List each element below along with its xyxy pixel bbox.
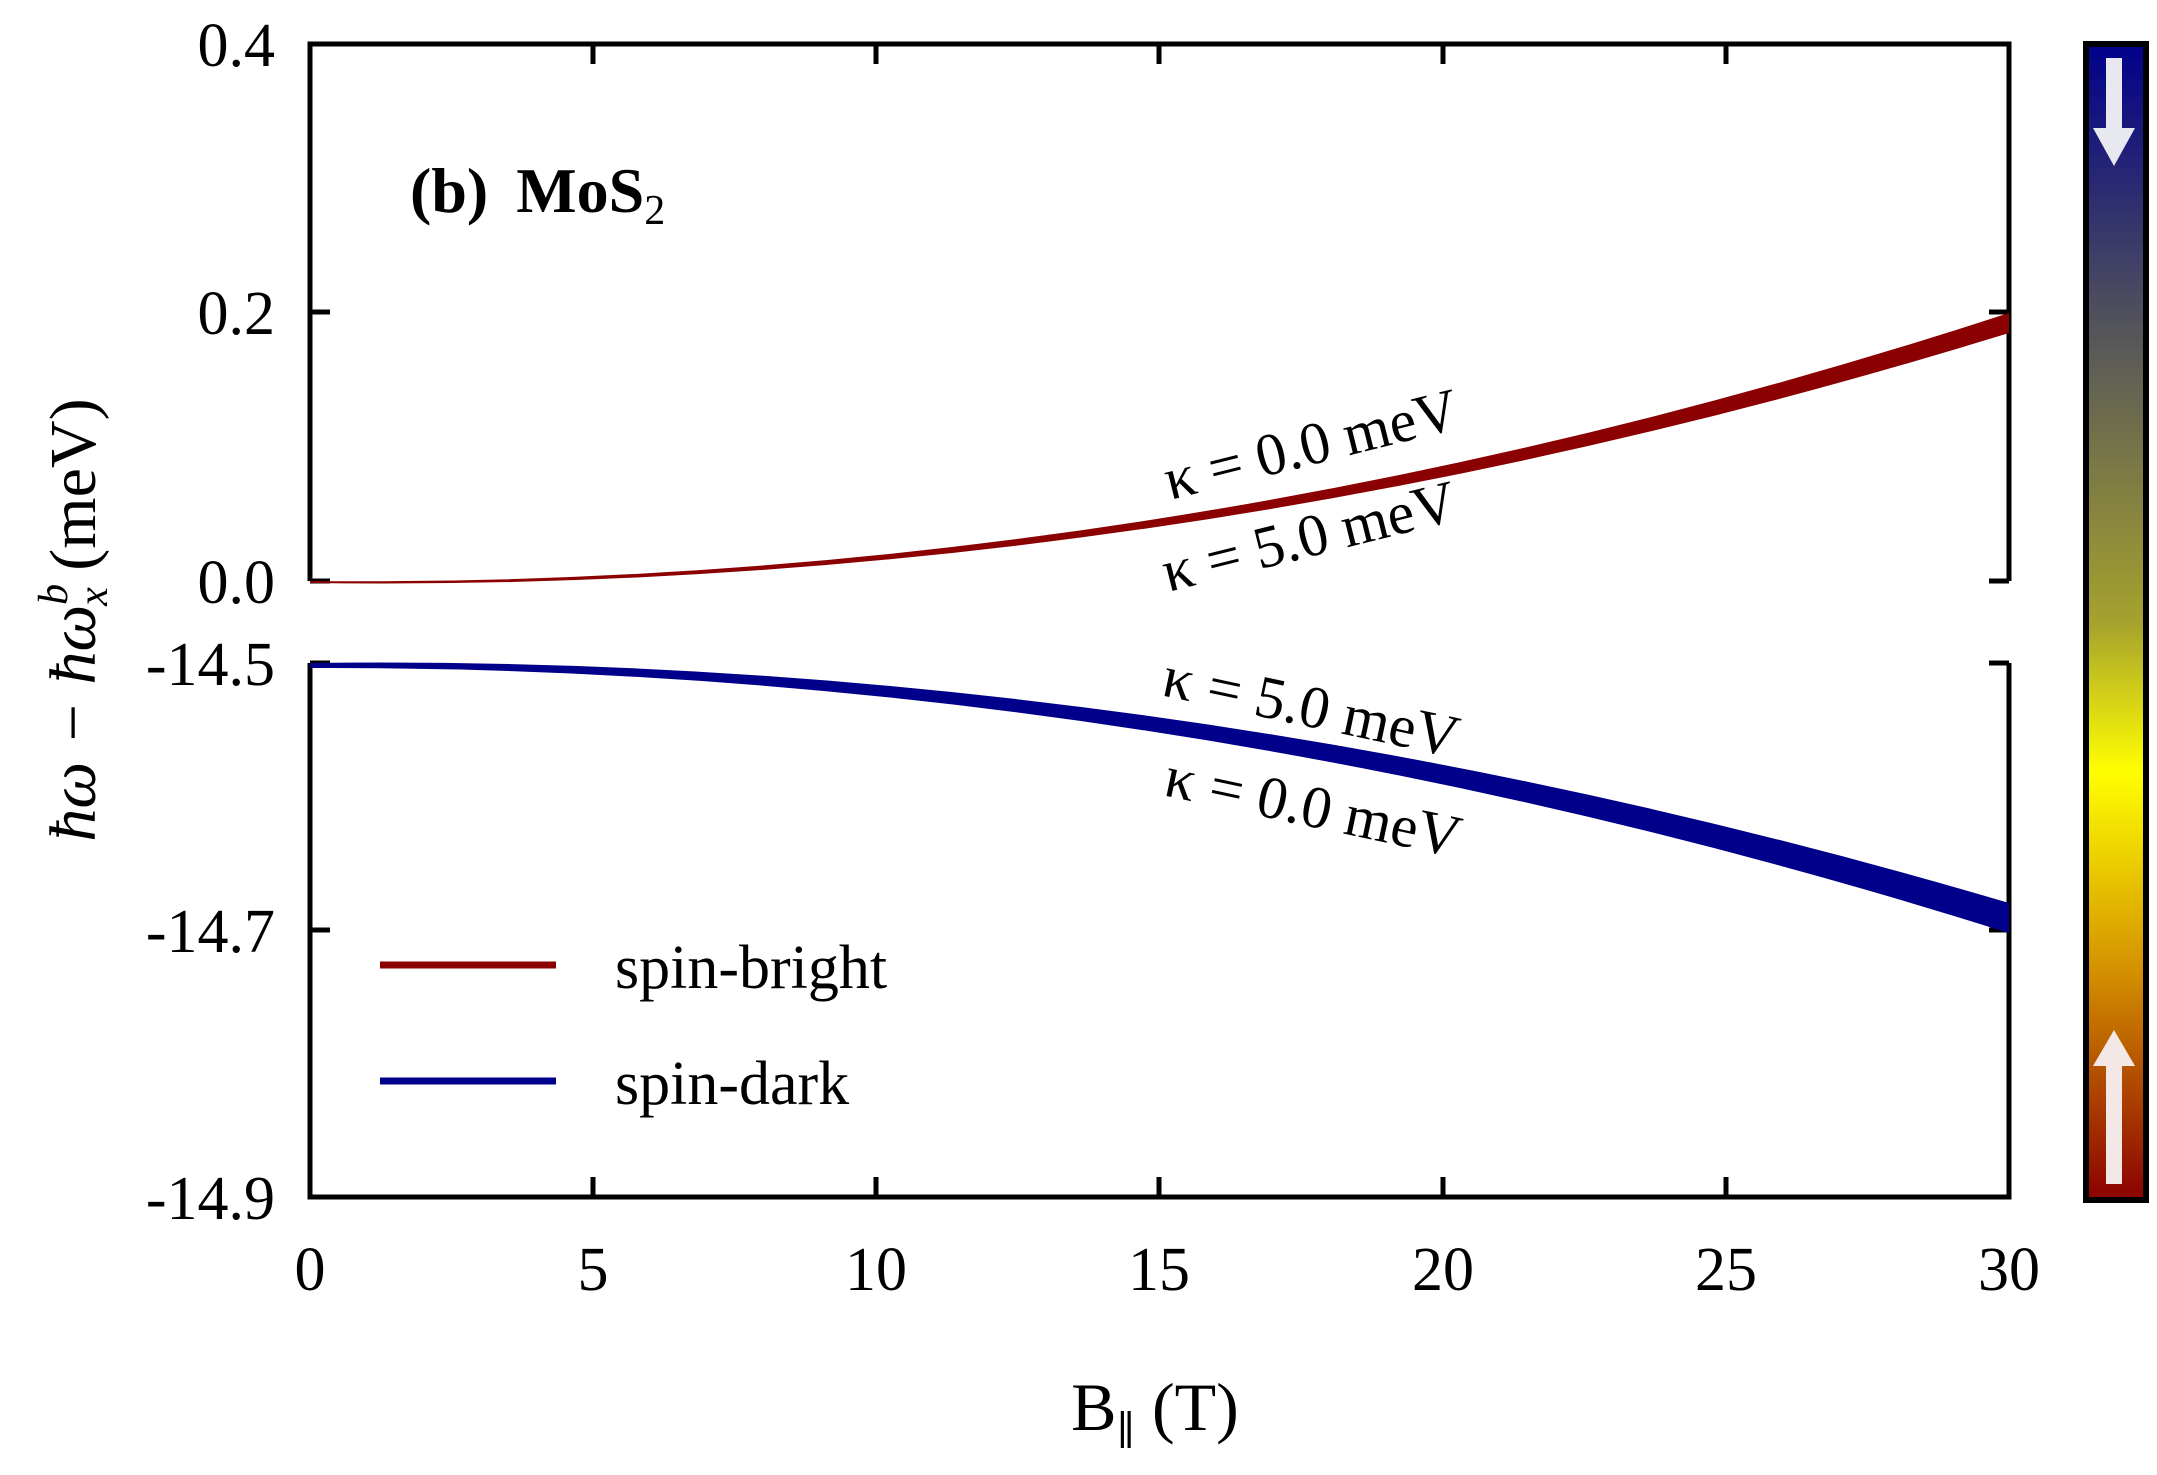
panel-title: (b) MoS2 bbox=[410, 155, 665, 234]
arrow-down-icon bbox=[2093, 58, 2135, 166]
arrow-up-icon bbox=[2093, 1030, 2135, 1184]
svg-text:0.0: 0.0 bbox=[198, 549, 276, 617]
svg-text:20: 20 bbox=[1412, 1236, 1474, 1304]
x-axis-label: B∥ (T) bbox=[1071, 1369, 1239, 1453]
legend-label-bright: spin-bright bbox=[615, 934, 887, 1002]
svg-text:15: 15 bbox=[1128, 1236, 1190, 1304]
legend-label-dark: spin-dark bbox=[615, 1050, 849, 1118]
y-axis-label: ħω − ħωbx (meV) bbox=[31, 398, 117, 841]
legend: spin-bright spin-dark bbox=[380, 934, 887, 1118]
svg-text:10: 10 bbox=[845, 1236, 907, 1304]
x-tick-labels: 0 5 10 15 20 25 30 bbox=[295, 1236, 2041, 1304]
kappa-annotations: κ = 0.0 meV κ = 5.0 meV κ = 5.0 meV κ = … bbox=[1155, 376, 1467, 870]
upper-panel bbox=[307, 41, 2012, 584]
y-tick-labels: 0.4 0.2 0.0 -14.5 -14.7 -14.9 bbox=[146, 12, 275, 1233]
svg-text:0.4: 0.4 bbox=[198, 12, 276, 80]
svg-text:0.2: 0.2 bbox=[198, 280, 276, 348]
svg-text:-14.7: -14.7 bbox=[146, 898, 275, 966]
svg-text:25: 25 bbox=[1695, 1236, 1757, 1304]
colorbar bbox=[2083, 41, 2149, 1203]
svg-text:-14.9: -14.9 bbox=[146, 1165, 275, 1233]
svg-text:5: 5 bbox=[578, 1236, 609, 1304]
svg-text:0: 0 bbox=[295, 1236, 326, 1304]
svg-text:-14.5: -14.5 bbox=[146, 631, 275, 699]
lower-panel bbox=[307, 660, 2012, 1200]
svg-text:30: 30 bbox=[1978, 1236, 2040, 1304]
